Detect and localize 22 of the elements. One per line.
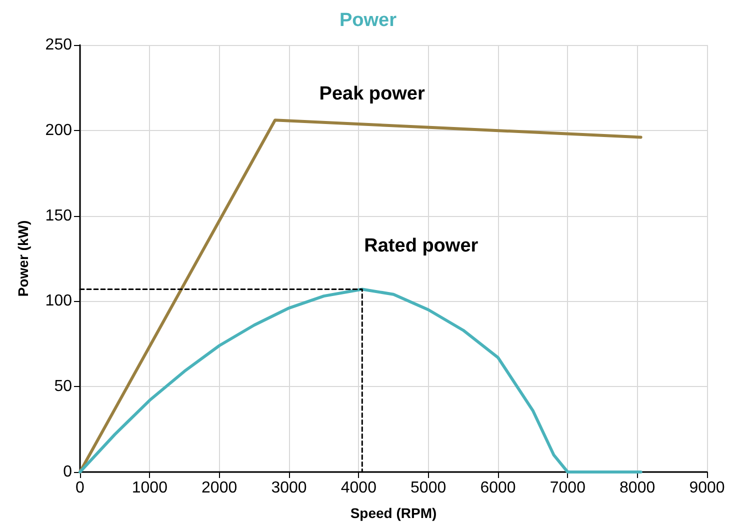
y-tick-label: 0 <box>63 464 72 480</box>
x-tick-label: 8000 <box>620 480 656 496</box>
y-tick-label: 250 <box>45 36 72 54</box>
x-tick-label: 6000 <box>480 480 516 496</box>
x-tick-label: 3000 <box>271 480 307 496</box>
x-tick-label: 9000 <box>689 480 725 496</box>
y-axis-title: Power (kW) <box>15 220 31 297</box>
y-tick-label: 150 <box>45 207 72 224</box>
y-tick-label: 200 <box>45 122 72 139</box>
x-tick-label: 0 <box>76 480 85 496</box>
x-tick-label: 1000 <box>132 480 168 496</box>
y-tick-label: 100 <box>45 292 72 310</box>
series-label: Peak power <box>319 84 426 105</box>
line-series <box>78 288 642 474</box>
y-tick-label: 50 <box>54 378 72 396</box>
x-tick-label: 5000 <box>410 480 446 496</box>
x-tick-label: 2000 <box>202 480 238 496</box>
x-tick-label: 4000 <box>340 480 377 496</box>
chart-title: Power <box>339 10 398 31</box>
series-label: Rated power <box>364 236 479 257</box>
x-tick-label: 7000 <box>550 480 586 496</box>
x-axis-title: Speed (RPM) <box>350 505 437 521</box>
